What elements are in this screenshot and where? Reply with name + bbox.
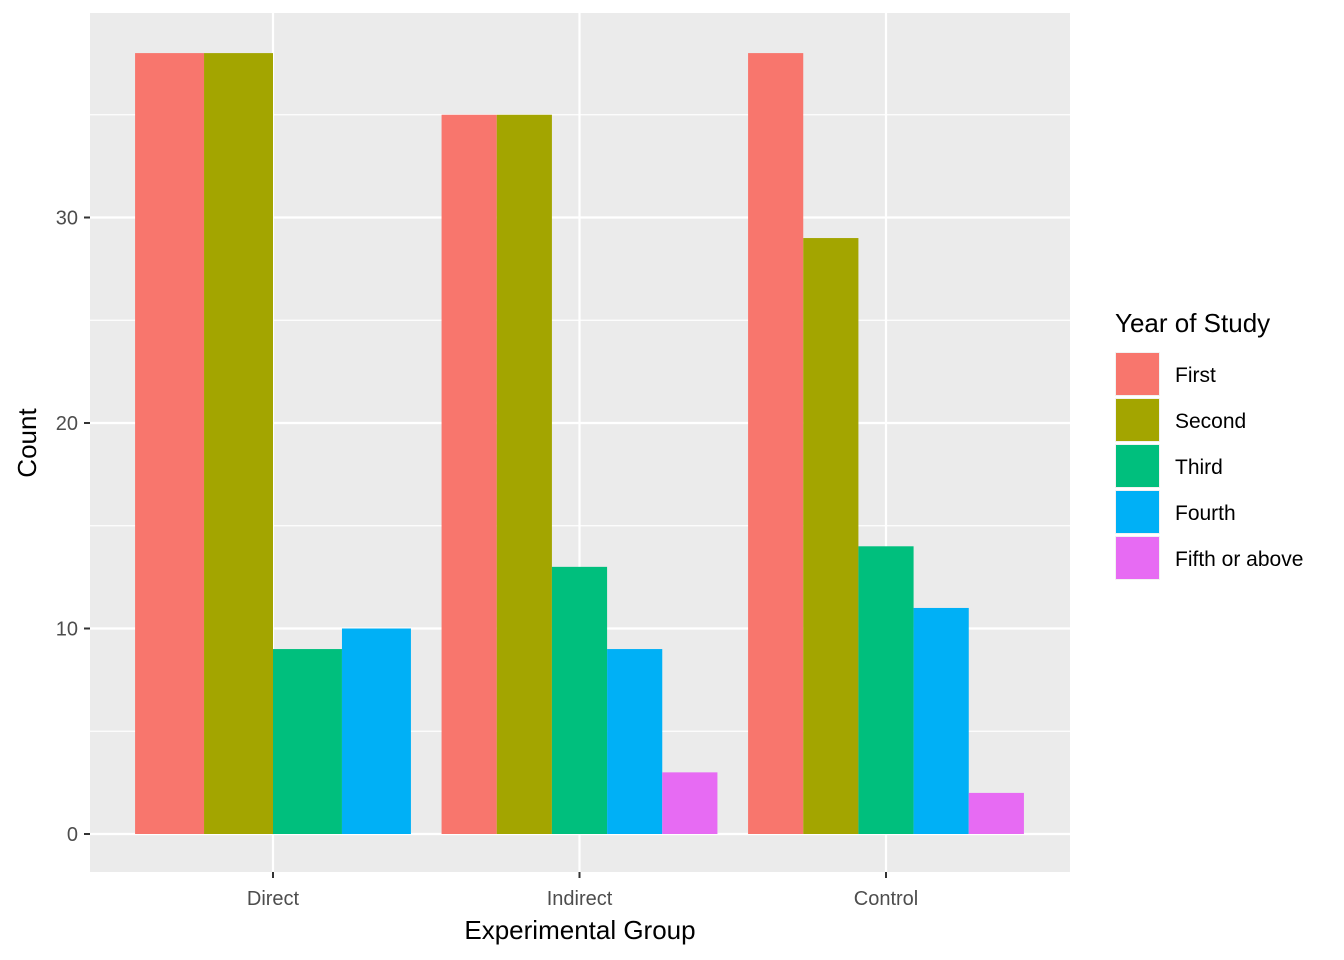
bar-control-third <box>858 546 914 834</box>
legend-label: Fourth <box>1175 502 1236 525</box>
bar-control-second <box>803 238 859 835</box>
bar-direct-fourth <box>341 628 411 834</box>
bar-control-fourth <box>913 607 969 834</box>
bars <box>135 53 1024 835</box>
bar-indirect-third <box>551 566 608 834</box>
y-tick-label: 10 <box>56 619 78 641</box>
legend-label: Fifth or above <box>1175 548 1303 571</box>
bar-direct-second <box>204 53 273 835</box>
legend-label: Second <box>1175 410 1246 433</box>
x-axis-title: Experimental Group <box>464 915 695 945</box>
bar-indirect-fifth-or-above <box>662 772 718 834</box>
legend-swatch <box>1116 491 1159 533</box>
bar-indirect-second <box>496 114 552 834</box>
bar-direct-third <box>273 649 342 834</box>
bar-direct-first <box>135 53 205 835</box>
x-tick-label: Indirect <box>547 888 613 910</box>
legend: Year of Study First Second Third Fourth Fift… <box>1115 308 1303 580</box>
bar-indirect-first <box>441 114 497 834</box>
legend-title: Year of Study <box>1115 308 1270 338</box>
bar-indirect-fourth <box>607 649 663 834</box>
x-axis: Direct Indirect Control <box>247 872 918 910</box>
y-axis: 0 10 20 30 <box>56 208 90 846</box>
x-tick-label: Direct <box>247 888 300 910</box>
legend-items: First Second Third Fourth Fifth or above <box>1115 352 1303 580</box>
legend-swatch <box>1116 399 1159 441</box>
legend-swatch <box>1116 537 1159 579</box>
x-tick-label: Control <box>854 888 918 910</box>
legend-swatch <box>1116 353 1159 395</box>
bar-control-fifth-or-above <box>968 792 1024 834</box>
y-tick-label: 0 <box>67 824 78 846</box>
y-tick-label: 30 <box>56 208 78 230</box>
legend-label: First <box>1175 364 1216 387</box>
y-tick-label: 20 <box>56 413 78 435</box>
y-axis-title: Count <box>12 408 42 478</box>
legend-swatch <box>1116 445 1159 487</box>
legend-label: Third <box>1175 456 1223 479</box>
bar-control-first <box>748 53 804 835</box>
